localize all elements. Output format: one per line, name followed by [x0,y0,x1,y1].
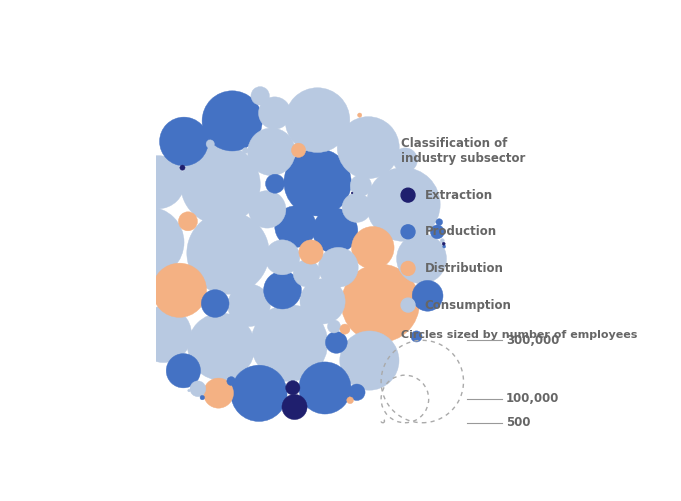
Circle shape [204,378,234,408]
Circle shape [358,113,362,117]
Circle shape [200,395,204,400]
Circle shape [227,377,236,386]
Circle shape [340,324,350,334]
Circle shape [340,331,399,390]
Text: Extraction: Extraction [425,189,493,201]
Circle shape [411,331,422,342]
Circle shape [299,362,351,414]
Circle shape [231,365,287,421]
Text: Distribution: Distribution [425,262,503,275]
Circle shape [412,281,443,311]
Circle shape [114,207,184,278]
Circle shape [285,381,300,395]
Circle shape [202,290,229,318]
Circle shape [328,320,340,333]
Circle shape [401,298,415,312]
Circle shape [294,260,320,287]
Circle shape [202,91,262,151]
Circle shape [259,97,291,129]
Circle shape [265,240,300,275]
Circle shape [118,280,155,316]
Circle shape [291,143,306,157]
Text: 300,000: 300,000 [506,334,559,347]
Circle shape [251,87,270,105]
Circle shape [180,145,260,224]
Circle shape [351,192,353,194]
Circle shape [122,271,132,282]
Circle shape [299,240,323,264]
Text: 100,000: 100,000 [506,392,559,405]
Circle shape [178,212,197,231]
Circle shape [248,128,296,175]
Circle shape [118,191,144,216]
Circle shape [401,262,415,276]
Circle shape [159,117,208,166]
Circle shape [349,384,365,400]
Circle shape [187,212,269,294]
Circle shape [274,206,316,247]
Circle shape [337,117,399,179]
Circle shape [313,208,358,254]
Circle shape [393,148,417,172]
Circle shape [442,242,445,245]
Circle shape [251,305,328,381]
Circle shape [347,397,353,404]
Circle shape [282,394,307,419]
Circle shape [136,306,191,363]
Circle shape [188,313,255,380]
Circle shape [396,234,447,284]
Circle shape [326,332,347,353]
Circle shape [443,245,445,248]
Circle shape [249,190,286,228]
Circle shape [436,219,443,225]
Circle shape [227,284,270,327]
Circle shape [153,263,206,317]
Text: Production: Production [425,225,496,238]
Circle shape [190,381,206,397]
Circle shape [319,247,358,287]
Circle shape [180,165,185,170]
Circle shape [131,156,185,209]
Circle shape [430,225,444,239]
Circle shape [341,264,419,342]
Circle shape [285,88,350,152]
Circle shape [401,188,415,202]
Circle shape [264,271,302,309]
Text: 500: 500 [506,416,530,429]
Circle shape [206,140,215,148]
Circle shape [342,193,371,222]
Circle shape [401,225,415,239]
Text: Consumption: Consumption [425,299,511,312]
Circle shape [284,149,351,216]
Circle shape [266,174,285,193]
Text: Classification of
industry subsector: Classification of industry subsector [401,137,526,165]
Circle shape [300,279,345,324]
Circle shape [242,148,249,153]
Circle shape [366,167,440,241]
Circle shape [146,277,155,285]
Circle shape [350,175,372,196]
Circle shape [188,389,191,392]
Circle shape [441,238,444,242]
Circle shape [166,354,200,388]
Text: Circles sized by number of employees: Circles sized by number of employees [401,330,637,340]
Circle shape [351,226,394,269]
